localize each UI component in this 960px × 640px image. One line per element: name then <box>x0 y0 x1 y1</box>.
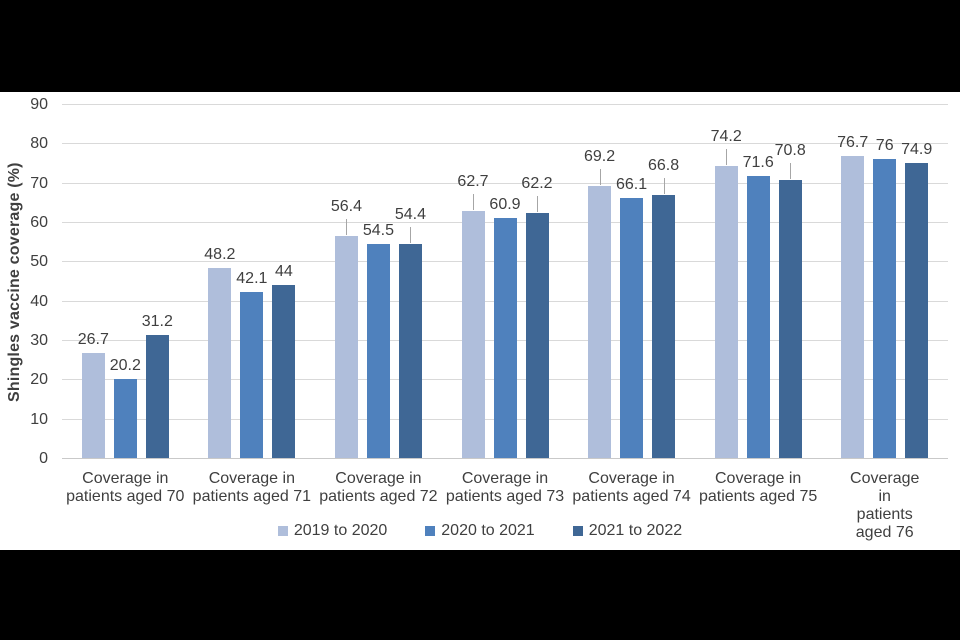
bar <box>873 159 897 458</box>
bar-value-label: 48.2 <box>204 246 236 264</box>
y-tick-label: 80 <box>30 135 48 153</box>
x-category-label: Coverage in patients aged 73 <box>445 470 565 505</box>
y-tick-label: 60 <box>30 214 48 231</box>
x-category-label: Coverage in patients aged 71 <box>192 470 312 505</box>
legend-swatch <box>572 526 583 536</box>
bar-value-label: 54.5 <box>362 221 394 239</box>
label-leader-line <box>410 227 412 244</box>
bar <box>113 378 137 458</box>
bar <box>746 176 770 458</box>
bar <box>272 284 296 458</box>
bar <box>334 236 358 458</box>
bar <box>588 185 612 458</box>
gridline <box>62 182 948 184</box>
label-leader-line <box>473 194 474 211</box>
bar <box>525 213 549 458</box>
bar-value-label: 66.8 <box>647 157 680 175</box>
bar <box>493 218 517 458</box>
y-tick-label: 20 <box>30 371 48 389</box>
label-leader-line <box>726 149 728 166</box>
bar-value-label: 60.9 <box>489 196 521 214</box>
bar-value-label: 54.4 <box>394 206 426 224</box>
bar <box>905 163 929 458</box>
bar <box>145 335 169 458</box>
letterbox-bottom <box>0 550 960 640</box>
bar <box>366 243 390 458</box>
bar <box>81 352 105 458</box>
bar-value-label: 62.2 <box>521 175 553 193</box>
bar-value-label: 70.8 <box>774 141 806 159</box>
bar-value-label: 62.7 <box>457 173 489 191</box>
label-leader-line <box>346 219 348 236</box>
y-tick-label: 0 <box>39 450 48 467</box>
label-leader-line <box>537 196 538 213</box>
bar <box>398 244 422 458</box>
bar-value-label: 56.4 <box>330 198 362 216</box>
label-leader-line <box>599 168 601 185</box>
bar-value-label: 66.1 <box>615 176 648 194</box>
plot-area: 26.7 48.2 56.4 62.7 69.2 74.2 76.7 20.2 42.1 54.5… <box>62 104 948 459</box>
bar-value-label: 74.9 <box>901 141 933 159</box>
legend: 2019 to 2020 2020 to 2021 2021 to 2022 <box>0 521 960 541</box>
bar-value-label: 31.2 <box>141 313 173 331</box>
y-tick-label: 50 <box>30 253 48 271</box>
legend-label: 2021 to 2022 <box>588 522 683 539</box>
x-category-label: Coverage in patients aged 75 <box>698 470 818 505</box>
x-category-label: Coverage in patients aged 76 <box>850 470 920 541</box>
x-axis-line <box>62 458 948 459</box>
label-leader-line <box>790 162 792 179</box>
bar-value-label: 20.2 <box>109 356 141 374</box>
y-tick-label: 40 <box>30 292 48 310</box>
bar-value-label: 76 <box>875 137 894 155</box>
legend-swatch <box>277 526 288 536</box>
bar-value-label: 74.2 <box>710 128 742 146</box>
y-tick-label: 90 <box>30 96 48 113</box>
bar <box>240 292 264 458</box>
bar <box>714 166 738 458</box>
x-category-label: Coverage in patients aged 72 <box>319 470 438 505</box>
legend-item: 2021 to 2022 <box>572 522 683 540</box>
legend-item: 2019 to 2020 <box>277 522 388 540</box>
letterbox-top <box>0 0 960 92</box>
bar-value-label: 71.6 <box>742 154 774 172</box>
x-category-label: Coverage in patients aged 70 <box>66 470 185 505</box>
bar <box>461 211 485 458</box>
bar-value-label: 26.7 <box>77 330 109 348</box>
bar-value-label: 44 <box>274 262 293 280</box>
legend-label: 2019 to 2020 <box>293 522 388 539</box>
legend-item: 2020 to 2021 <box>425 522 535 540</box>
y-tick-label: 70 <box>30 174 48 192</box>
bar <box>778 179 802 458</box>
y-axis-ticks: 0 10 20 30 40 50 60 70 80 90 <box>0 96 48 467</box>
y-tick-label: 10 <box>30 410 48 428</box>
bar <box>841 156 865 458</box>
bar-value-label: 69.2 <box>583 147 616 165</box>
bar-value-label: 42.1 <box>236 270 268 288</box>
bar-value-label: 76.7 <box>837 134 869 152</box>
bar <box>652 195 676 458</box>
bar <box>620 198 644 458</box>
label-leader-line <box>663 178 665 195</box>
x-category-label: Coverage in patients aged 74 <box>572 470 691 505</box>
y-tick-label: 30 <box>30 332 48 349</box>
gridline <box>62 104 948 105</box>
chart-panel: Shingles vaccine coverage (%) 0 10 20 30 40 5… <box>0 92 960 550</box>
legend-label: 2020 to 2021 <box>441 522 535 539</box>
legend-swatch <box>425 526 436 536</box>
gridline <box>62 143 948 145</box>
x-axis-labels: Coverage in patients aged 70 Coverage in … <box>62 470 948 541</box>
bar <box>208 268 232 458</box>
